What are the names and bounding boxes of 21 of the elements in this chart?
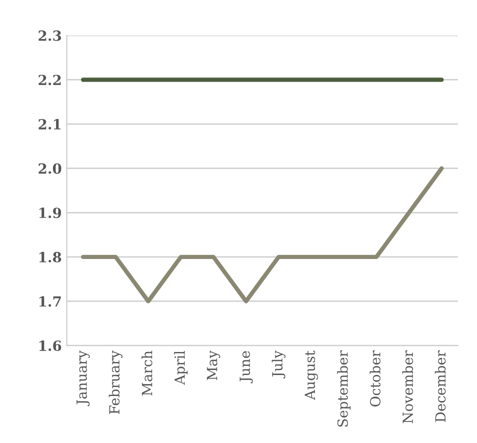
x-tick-label: April (174, 350, 188, 385)
x-tick-label: January (76, 350, 90, 406)
x-tick-label: July (272, 350, 286, 378)
x-tick-label: September (337, 350, 351, 427)
y-tick-label: 2.2 (38, 74, 61, 86)
x-tick-label: May (206, 350, 220, 380)
x-tick-label: December (434, 350, 446, 422)
x-tick-label: March (142, 350, 152, 396)
x-tick-label: October (370, 350, 380, 406)
y-tick-label: 2.0 (38, 163, 62, 174)
line-series (80, 166, 444, 304)
y-tick-label: 2.3 (38, 30, 62, 41)
x-tick-label: June (240, 351, 253, 384)
y-tick-label: 1.8 (39, 252, 62, 262)
x-tick-label: February (108, 350, 122, 414)
y-tick-label: 1.6 (39, 340, 62, 352)
y-tick-label: 1.9 (39, 208, 62, 218)
x-tick-label: August (304, 350, 318, 400)
y-tick-label: 1.7 (39, 296, 61, 307)
x-tick-label: November (402, 350, 414, 424)
y-tick-label: 2.1 (38, 119, 61, 130)
